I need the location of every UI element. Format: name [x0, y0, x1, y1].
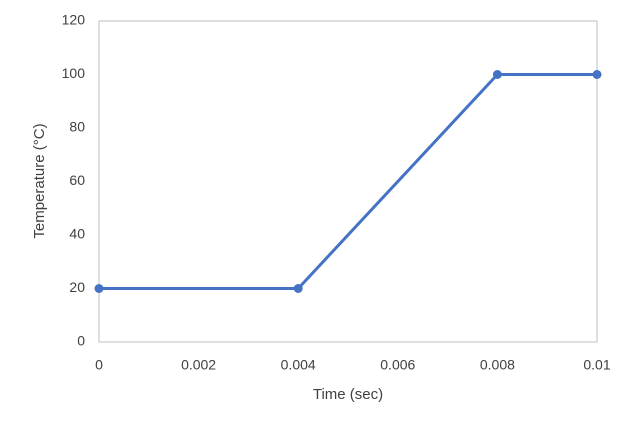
- x-tick-label: 0.004: [281, 357, 316, 373]
- line: [99, 73, 597, 290]
- y-axis-title: Temperature (°C): [31, 123, 48, 238]
- y-tick-label: 100: [62, 65, 86, 81]
- x-tick-label: 0.002: [181, 357, 216, 373]
- y-tick-label: 0: [77, 333, 85, 349]
- x-axis-title: Time (sec): [313, 386, 383, 403]
- x-tick-label: 0.008: [480, 357, 515, 373]
- x-tick-label: 0.01: [583, 357, 610, 373]
- x-tick-label: 0.006: [380, 357, 415, 373]
- marker: [592, 70, 602, 79]
- y-tick-label: 120: [62, 12, 86, 28]
- y-tick-label: 80: [69, 119, 85, 135]
- x-tick-label: 0: [95, 357, 103, 373]
- marker: [492, 70, 502, 79]
- plot-frame: [98, 20, 598, 343]
- y-tick-label: 20: [69, 279, 85, 295]
- marker: [94, 284, 104, 293]
- marker: [293, 284, 303, 293]
- y-tick-label: 60: [69, 172, 85, 188]
- y-tick-label: 40: [69, 226, 85, 242]
